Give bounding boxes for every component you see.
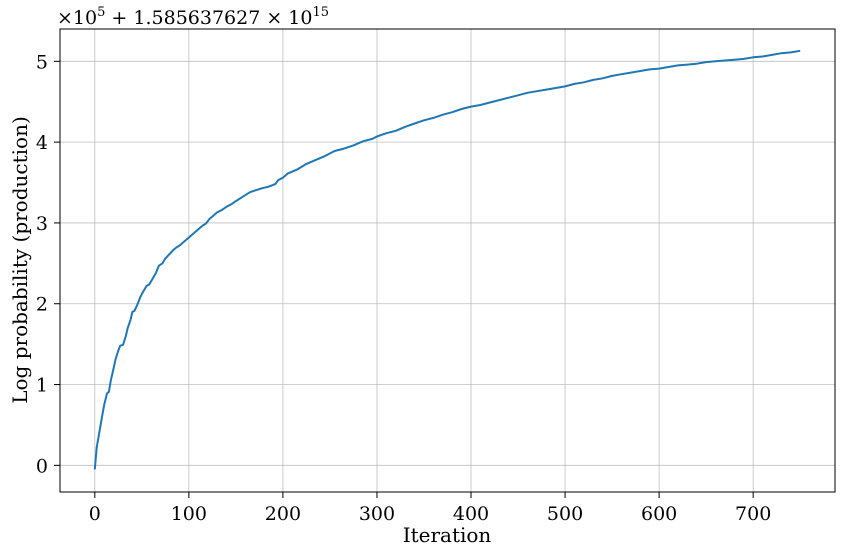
y-tick-label: 5 [36,51,48,73]
x-tick-label: 200 [265,503,301,525]
offset-prefix-exponent: 5 [97,5,105,20]
y-offset-label: ×105 + 1.585637627 × 1015 [57,5,329,29]
y-tick-label: 3 [36,213,48,235]
x-tick-label: 300 [359,503,395,525]
y-tick-label: 1 [36,375,48,397]
x-tick-label: 600 [641,503,677,525]
x-tick-label: 700 [735,503,771,525]
grid [60,29,835,492]
series-line [93,49,801,470]
ticks [54,60,754,498]
plot-frame [59,28,836,493]
y-tick-label: 2 [36,294,48,316]
offset-suffix-exponent: 15 [313,5,330,20]
tick-labels: 0 100 200 300 400 500 600 700 0 1 2 3 4 5 [36,51,771,525]
x-tick-label: 500 [547,503,583,525]
series-layer [93,49,801,470]
x-axis-label: Iteration [403,523,492,547]
x-tick-label: 0 [89,503,101,525]
x-tick-label: 100 [171,503,207,525]
y-axis-label: Log probability (production) [8,116,32,404]
offset-prefix: ×10 [57,7,97,29]
y-tick-label: 0 [36,455,48,477]
offset-middle: + 1.585637627 × 10 [105,7,312,29]
x-tick-label: 400 [453,503,489,525]
y-tick-label: 4 [36,132,48,154]
